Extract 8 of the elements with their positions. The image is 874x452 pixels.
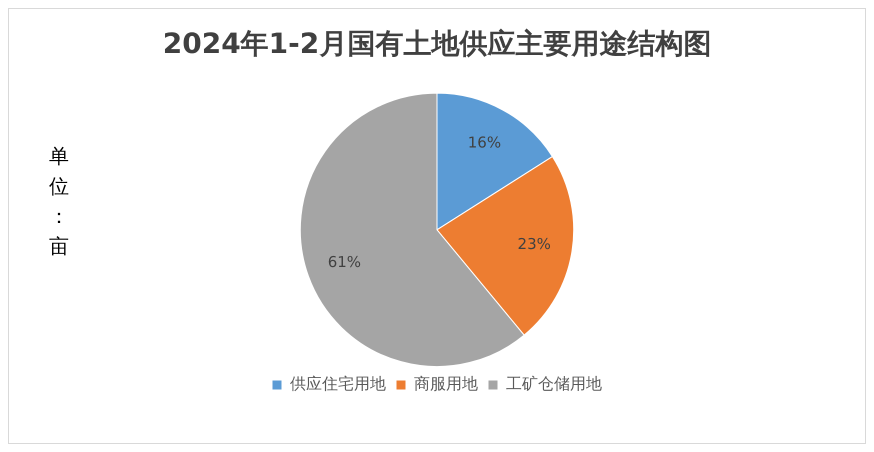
text: 单位：亩 — [48, 143, 70, 260]
legend-label: 供应住宅用地 — [290, 374, 386, 394]
chart-title: 2024年1-2月国有土地供应主要用途结构图 — [162, 27, 712, 60]
legend-label: 商服用地 — [414, 374, 478, 394]
data-label: 23% — [518, 235, 551, 254]
data-label: 61% — [328, 253, 362, 272]
data-label: 16% — [468, 133, 502, 152]
legend-label: 工矿仓储用地 — [506, 374, 602, 394]
